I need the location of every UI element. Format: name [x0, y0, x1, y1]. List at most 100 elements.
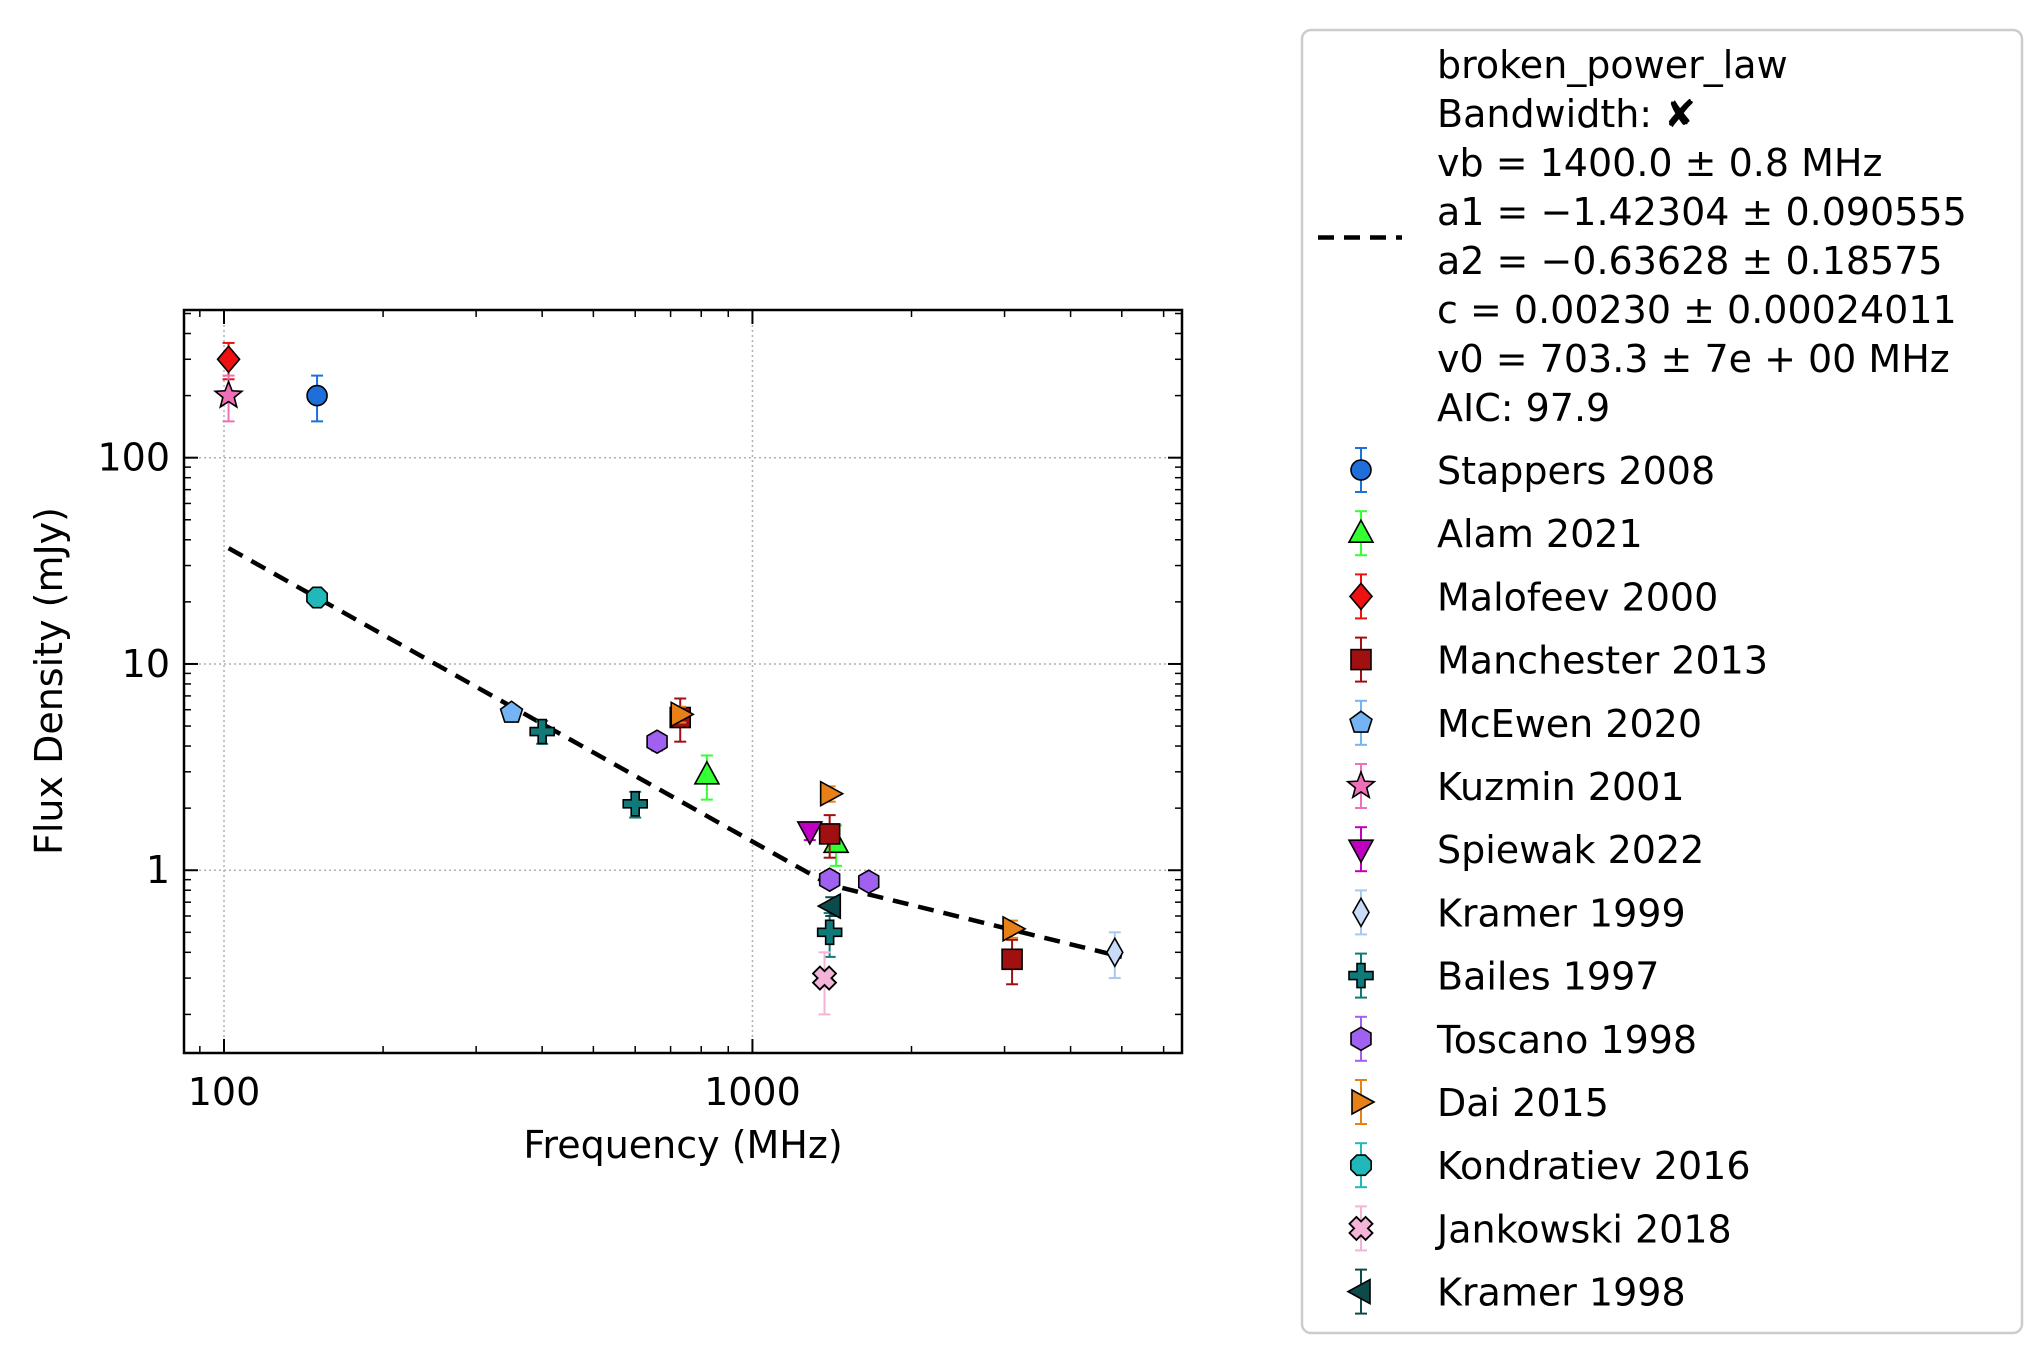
series-jankowski-2018 — [811, 951, 838, 1016]
data-point — [622, 790, 649, 819]
series-alam-2021 — [693, 754, 850, 867]
legend-fit-entry: broken_power_law Bandwidth: ✘ vb = 1400.0 … — [1318, 43, 1967, 430]
x-tick-label: 1000 — [704, 1070, 801, 1114]
data-point — [646, 729, 668, 755]
point-marker — [646, 729, 668, 755]
legend-item: Kuzmin 2001 — [1345, 763, 1685, 809]
legend-label: Spiewak 2022 — [1437, 828, 1704, 872]
legend-marker — [1348, 1215, 1374, 1242]
y-axis-label: Flux Density (mJy) — [27, 507, 71, 855]
legend-items: Stappers 2008 Alam 2021 Malofeev 2000 Manch… — [1345, 447, 1768, 1315]
data-point — [693, 754, 721, 801]
point-marker — [796, 821, 824, 846]
data-point — [529, 718, 555, 745]
x-axis-label: Frequency (MHz) — [523, 1123, 842, 1167]
legend-label: Malofeev 2000 — [1437, 575, 1718, 619]
data-point — [816, 912, 843, 958]
series-stappers-2008 — [306, 374, 328, 423]
legend-label: Kondratiev 2016 — [1437, 1144, 1751, 1188]
legend-label: Toscano 1998 — [1436, 1018, 1697, 1062]
legend-item: Toscano 1998 — [1350, 1015, 1697, 1062]
point-marker — [213, 379, 244, 409]
data-point — [818, 867, 841, 893]
legend-marker — [1350, 648, 1372, 671]
legend-item: Jankowski 2018 — [1348, 1205, 1732, 1252]
point-marker — [306, 384, 328, 407]
legend-label: Manchester 2013 — [1437, 639, 1768, 683]
legend-item: Kramer 1999 — [1352, 889, 1686, 936]
y-tick-label: 1 — [146, 848, 170, 892]
fit-layer — [227, 546, 1123, 960]
legend-label: Alam 2021 — [1437, 512, 1643, 556]
legend-fit-text: v0 = 703.3 ± 7e + 00 MHz — [1437, 337, 1950, 381]
legend-marker — [1346, 1278, 1371, 1305]
data-point — [216, 341, 241, 381]
legend-marker — [1350, 459, 1372, 481]
series-bailes-1997 — [529, 718, 843, 958]
series-kramer-1999 — [1105, 931, 1124, 980]
point-marker — [1105, 936, 1124, 968]
point-marker — [670, 700, 695, 728]
legend-item: Manchester 2013 — [1350, 636, 1768, 683]
legend-marker — [1347, 518, 1375, 544]
series-manchester-2013 — [669, 697, 1023, 986]
data-point — [819, 780, 845, 808]
data-point — [796, 821, 824, 846]
point-marker — [1002, 915, 1027, 943]
legend-marker — [1351, 1088, 1376, 1116]
legend-item: Kramer 1998 — [1346, 1268, 1686, 1315]
data-point — [306, 374, 328, 423]
series-kuzmin-2001 — [213, 374, 244, 423]
legend-marker — [1348, 962, 1374, 989]
legend-fit-text: broken_power_law — [1437, 43, 1788, 87]
legend-item: Kondratiev 2016 — [1350, 1142, 1751, 1189]
series-spiewak-2022 — [796, 821, 824, 846]
plot-frame — [182, 308, 1184, 1055]
legend-marker — [1350, 1154, 1372, 1177]
data-point — [213, 374, 244, 423]
point-marker — [529, 718, 555, 745]
legend-item: Alam 2021 — [1347, 510, 1643, 557]
point-marker — [499, 700, 524, 723]
legend-label: Stappers 2008 — [1437, 449, 1715, 493]
legend-label: McEwen 2020 — [1437, 702, 1702, 746]
series-kramer-1998 — [816, 892, 842, 920]
x-tick-label: 100 — [188, 1070, 261, 1114]
legend-item: McEwen 2020 — [1349, 699, 1702, 746]
point-marker — [811, 965, 838, 991]
legend-fit-text: Bandwidth: ✘ — [1437, 92, 1696, 136]
tick-labels: 100 1000 1 10 100 — [97, 436, 800, 1114]
data-point — [1001, 938, 1023, 986]
legend-label: Kuzmin 2001 — [1437, 765, 1685, 809]
data-point — [857, 869, 880, 895]
series-kondratiev-2016 — [306, 586, 329, 609]
point-marker — [816, 892, 842, 920]
point-marker — [1001, 948, 1023, 971]
legend-marker — [1347, 839, 1375, 864]
legend-label: Kramer 1999 — [1437, 891, 1686, 935]
legend-fit-text: vb = 1400.0 ± 0.8 MHz — [1437, 141, 1882, 185]
series-malofeev-2000 — [216, 341, 241, 381]
legend-fit-text: AIC: 97.9 — [1437, 386, 1610, 430]
legend-label: Dai 2015 — [1437, 1081, 1609, 1125]
legend-item: Bailes 1997 — [1348, 952, 1659, 999]
legend-marker — [1345, 769, 1377, 800]
point-marker — [306, 586, 329, 609]
point-marker — [622, 790, 649, 817]
fit-line — [227, 546, 1123, 960]
data-point — [670, 700, 695, 728]
legend-label: Jankowski 2018 — [1435, 1207, 1732, 1251]
series-toscano-1998 — [646, 729, 880, 895]
legend-frame — [1300, 28, 2024, 1335]
series-mcewen-2020 — [499, 700, 524, 723]
point-marker — [816, 919, 843, 946]
data-point — [811, 951, 838, 1016]
data-point — [818, 814, 841, 859]
y-tick-label: 100 — [97, 436, 170, 480]
legend-item: Malofeev 2000 — [1348, 573, 1718, 620]
data-point — [816, 892, 842, 920]
legend-label: Kramer 1998 — [1437, 1271, 1686, 1315]
point-marker — [693, 760, 721, 785]
legend-label: Bailes 1997 — [1437, 955, 1659, 999]
legend-item: Spiewak 2022 — [1347, 826, 1704, 873]
